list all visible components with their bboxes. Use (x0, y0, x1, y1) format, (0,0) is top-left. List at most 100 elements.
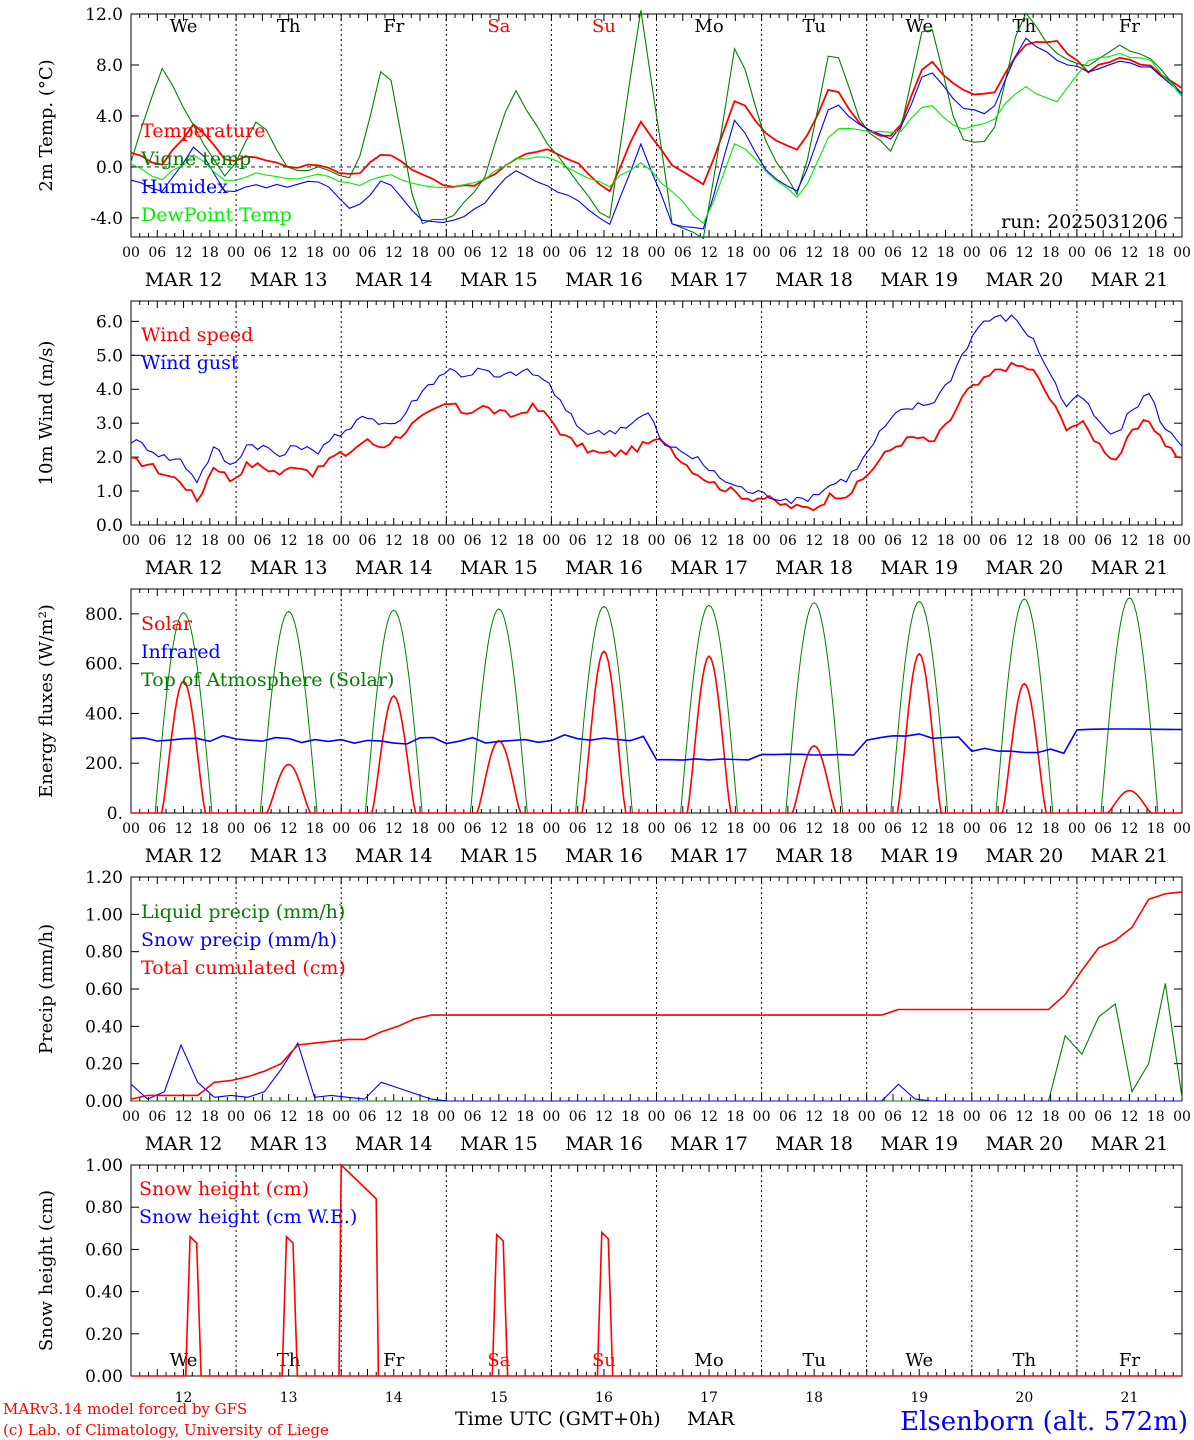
legend-entry: Solar (141, 613, 193, 635)
date-label: MAR 15 (460, 845, 538, 867)
hour-tick-label: 18 (1147, 245, 1165, 261)
hour-tick-label: 18 (937, 821, 955, 837)
date-label: MAR 13 (250, 269, 328, 291)
date-label: MAR 21 (1091, 269, 1169, 291)
legend-entry: Liquid precip (mm/h) (141, 901, 345, 923)
hour-tick-label: 06 (779, 821, 797, 837)
y-tick-label: 0.00 (85, 1092, 123, 1112)
legend-entry: Humidex (141, 176, 228, 198)
hour-tick-label: 00 (227, 245, 245, 261)
date-label: MAR 19 (880, 269, 958, 291)
y-tick-label: 5.0 (96, 346, 123, 366)
hour-tick-label: 06 (779, 1109, 797, 1125)
date-label: MAR 13 (250, 557, 328, 579)
hour-tick-label: 18 (726, 533, 744, 549)
date-label: MAR 14 (355, 557, 433, 579)
y-tick-label: 1.00 (85, 905, 123, 925)
y-tick-label: 0.60 (85, 980, 123, 1000)
hour-tick-label: 18 (621, 533, 639, 549)
hour-tick-label: 12 (385, 245, 403, 261)
hour-tick-label: 06 (253, 1109, 271, 1125)
hour-tick-label: 12 (490, 245, 508, 261)
date-label: MAR 17 (670, 1133, 748, 1155)
x-axis-label: Time UTC (GMT+0h) (455, 1408, 661, 1430)
weekday-label: Tu (802, 1350, 826, 1371)
hour-tick-label: 12 (1121, 821, 1139, 837)
hour-tick-label: 00 (332, 1109, 350, 1125)
hour-tick-label: 12 (175, 1109, 193, 1125)
date-label: MAR 21 (1091, 557, 1169, 579)
date-label: MAR 18 (775, 1133, 853, 1155)
weekday-label: Fr (1119, 16, 1140, 37)
hour-tick-label: 00 (122, 533, 140, 549)
y-tick-label: 4.0 (96, 380, 123, 400)
date-label: MAR 16 (565, 845, 643, 867)
hour-tick-label: 00 (437, 245, 455, 261)
series-line-total-cumulated-cm- (130, 891, 1183, 1100)
hour-tick-label: 00 (753, 821, 771, 837)
hour-tick-label: 12 (490, 533, 508, 549)
hour-tick-label: 18 (201, 533, 219, 549)
y-tick-label: 0.80 (85, 943, 123, 963)
hour-tick-label: 06 (253, 533, 271, 549)
hour-tick-label: 12 (700, 245, 718, 261)
series-line-wind-gust (130, 314, 1183, 505)
hour-tick-label: 18 (411, 245, 429, 261)
weekday-label: Fr (383, 16, 404, 37)
hour-tick-label: 00 (858, 533, 876, 549)
hour-tick-label: 00 (437, 1109, 455, 1125)
date-label: MAR 12 (145, 1133, 223, 1155)
hour-tick-label: 18 (1042, 533, 1060, 549)
y-tick-label: -4.0 (90, 209, 123, 229)
hour-tick-label: 12 (175, 821, 193, 837)
weekday-label: Th (1013, 1350, 1037, 1371)
series-line-temperature (130, 39, 1183, 193)
hour-tick-label: 18 (306, 1109, 324, 1125)
weekday-label: We (170, 16, 198, 37)
weekday-label: We (905, 16, 933, 37)
hour-tick-label: 06 (148, 821, 166, 837)
y-tick-label: 200. (85, 754, 123, 774)
weekday-label: Mo (694, 1350, 723, 1371)
date-label: MAR 16 (565, 557, 643, 579)
hour-tick-label: 18 (832, 821, 850, 837)
hour-tick-label: 06 (148, 245, 166, 261)
hour-tick-label: 12 (595, 821, 613, 837)
date-label: MAR 18 (775, 845, 853, 867)
hour-tick-label: 00 (963, 1109, 981, 1125)
hour-tick-label: 18 (937, 533, 955, 549)
series-line-wind-speed (130, 361, 1183, 512)
weekday-label: Th (277, 16, 301, 37)
hour-tick-label: 18 (1147, 1109, 1165, 1125)
y-tick-label: 0.00 (85, 1367, 123, 1387)
y-axis-label: 10m Wind (m/s) (36, 341, 57, 486)
hour-tick-label: 00 (437, 821, 455, 837)
hour-tick-label: 00 (542, 533, 560, 549)
hour-tick-label: 12 (805, 1109, 823, 1125)
hour-tick-label: 00 (1173, 1109, 1191, 1125)
hour-tick-label: 18 (1042, 1109, 1060, 1125)
series-line-solar (131, 649, 1182, 814)
hour-tick-label: 12 (175, 245, 193, 261)
hour-tick-label: 12 (385, 821, 403, 837)
date-label: MAR 19 (880, 557, 958, 579)
hour-tick-label: 12 (700, 1109, 718, 1125)
y-tick-label: 800. (85, 605, 123, 625)
hour-tick-label: 12 (1015, 821, 1033, 837)
hour-tick-label: 06 (674, 533, 692, 549)
hour-tick-label: 06 (464, 1109, 482, 1125)
hour-tick-label: 06 (1094, 1109, 1112, 1125)
series-line-humidex (130, 37, 1183, 230)
hour-tick-label: 06 (1094, 245, 1112, 261)
hour-tick-label: 06 (1094, 821, 1112, 837)
hour-tick-label: 00 (122, 245, 140, 261)
series-line-dewpoint-temp (130, 52, 1183, 225)
series-line-snow-height (131, 1163, 1182, 1377)
hour-tick-label: 18 (201, 245, 219, 261)
hour-tick-label: 12 (490, 821, 508, 837)
hour-tick-label: 12 (175, 533, 193, 549)
hour-tick-label: 12 (280, 1109, 298, 1125)
panel-4: 0.00 0.20 0.40 0.60 0.80 1.00 1.20 Precip (mm/h… (36, 868, 1191, 1155)
date-label: MAR 20 (985, 557, 1063, 579)
y-axis-label: Precip (mm/h) (36, 924, 57, 1054)
